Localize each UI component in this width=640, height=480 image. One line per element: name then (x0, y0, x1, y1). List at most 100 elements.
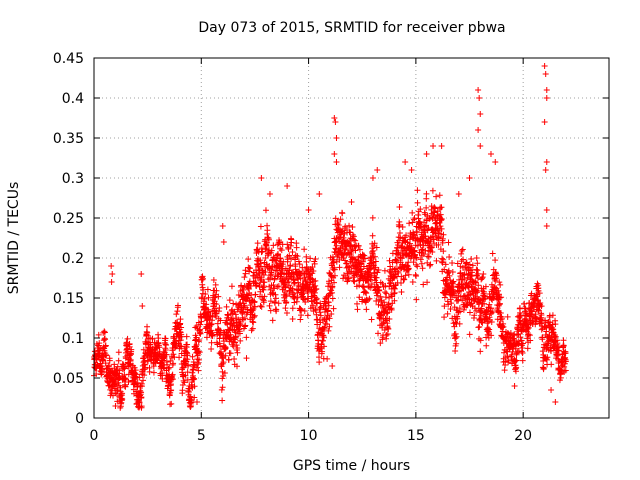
data-point (337, 216, 344, 223)
data-point (342, 223, 349, 230)
data-point (329, 283, 336, 290)
data-point (329, 363, 336, 369)
data-point (162, 335, 169, 342)
data-point (336, 264, 343, 271)
data-point (252, 291, 259, 298)
data-point (282, 284, 289, 291)
data-point (102, 342, 109, 349)
data-point (320, 334, 327, 341)
data-point (466, 261, 473, 268)
data-point (266, 191, 273, 197)
data-point (482, 283, 489, 290)
data-point (283, 309, 290, 316)
data-point (326, 323, 333, 330)
data-point (218, 363, 225, 370)
data-point (109, 271, 116, 277)
data-point (420, 281, 427, 288)
data-point (270, 242, 277, 249)
data-point (278, 271, 285, 278)
data-point (438, 143, 445, 149)
data-point (486, 326, 493, 333)
data-point (256, 283, 263, 290)
data-point (237, 299, 244, 306)
data-point (360, 283, 367, 290)
data-point (134, 379, 141, 386)
data-point (423, 151, 430, 157)
data-point (217, 327, 224, 334)
data-point (138, 271, 145, 277)
data-point (204, 286, 211, 293)
data-point (261, 279, 268, 286)
data-point (312, 277, 319, 284)
data-point (548, 361, 555, 368)
data-point (349, 224, 356, 231)
data-point (433, 257, 440, 264)
y-tick-label: 0 (75, 411, 84, 427)
data-point (333, 242, 340, 249)
data-point (386, 257, 393, 264)
data-point (383, 310, 390, 317)
data-point (448, 300, 455, 307)
data-point (291, 293, 298, 300)
y-tick-label: 0.4 (62, 91, 84, 107)
data-point (477, 143, 484, 149)
data-point (305, 295, 312, 302)
data-point (114, 387, 121, 394)
data-point (301, 246, 308, 253)
data-point (489, 250, 496, 257)
data-point (288, 239, 295, 246)
data-point (425, 224, 432, 231)
data-point (303, 258, 310, 265)
data-point (283, 292, 290, 299)
data-point (480, 271, 487, 278)
data-point (100, 337, 107, 344)
data-point (273, 306, 280, 313)
y-tick-label: 0.35 (53, 131, 84, 147)
data-point (459, 246, 466, 253)
data-point (185, 388, 192, 395)
data-point (295, 258, 302, 265)
data-point (370, 247, 377, 254)
data-point (404, 266, 411, 273)
data-point (279, 267, 286, 274)
data-point (476, 95, 483, 101)
data-point (436, 192, 443, 199)
data-point (404, 239, 411, 246)
data-point (138, 383, 145, 390)
data-point (369, 214, 376, 221)
data-point (476, 323, 483, 330)
data-point (101, 329, 108, 336)
data-point (284, 241, 291, 248)
data-point (412, 251, 419, 258)
data-point (309, 264, 316, 271)
data-point (391, 297, 398, 304)
data-point (260, 286, 267, 293)
data-point (453, 340, 460, 347)
chart-title: Day 073 of 2015, SRMTID for receiver pbw… (198, 20, 505, 36)
data-point (114, 398, 121, 405)
data-point (454, 315, 461, 322)
data-point (398, 244, 405, 251)
data-point (437, 223, 444, 230)
data-point (316, 359, 323, 366)
data-point (327, 270, 334, 277)
data-point (354, 306, 361, 313)
data-point (341, 247, 348, 254)
data-point (109, 387, 116, 394)
data-point (288, 255, 295, 262)
data-point (478, 312, 485, 319)
data-point (169, 376, 176, 383)
data-point (127, 356, 134, 363)
data-point (459, 297, 466, 304)
data-point (354, 300, 361, 307)
data-point (481, 300, 488, 307)
data-point (482, 295, 489, 302)
data-point (335, 222, 342, 229)
data-point (418, 260, 425, 267)
data-point (201, 295, 208, 302)
data-point (439, 259, 446, 266)
data-point (95, 331, 102, 338)
data-point (462, 260, 469, 267)
data-point (313, 285, 320, 292)
data-point (405, 265, 412, 272)
